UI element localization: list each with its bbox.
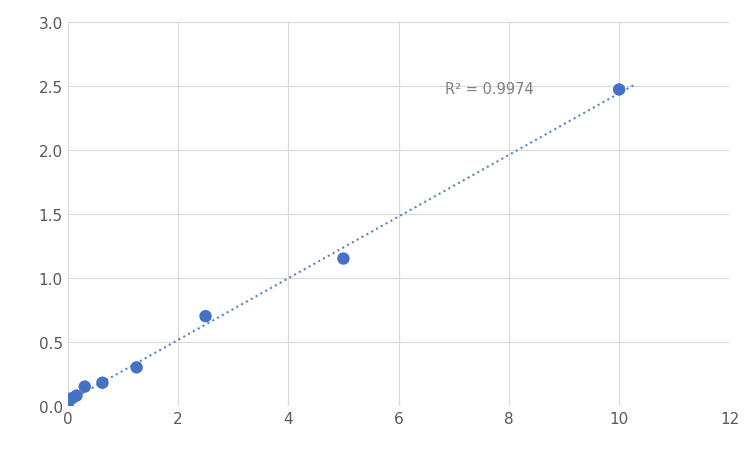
Point	[62, 402, 74, 410]
Text: R² = 0.9974: R² = 0.9974	[445, 82, 534, 97]
Point	[338, 255, 350, 262]
Point	[613, 87, 625, 94]
Point	[79, 383, 91, 391]
Point	[96, 379, 108, 387]
Point	[66, 395, 78, 402]
Point	[131, 364, 143, 371]
Point	[71, 392, 83, 399]
Point	[199, 313, 211, 320]
